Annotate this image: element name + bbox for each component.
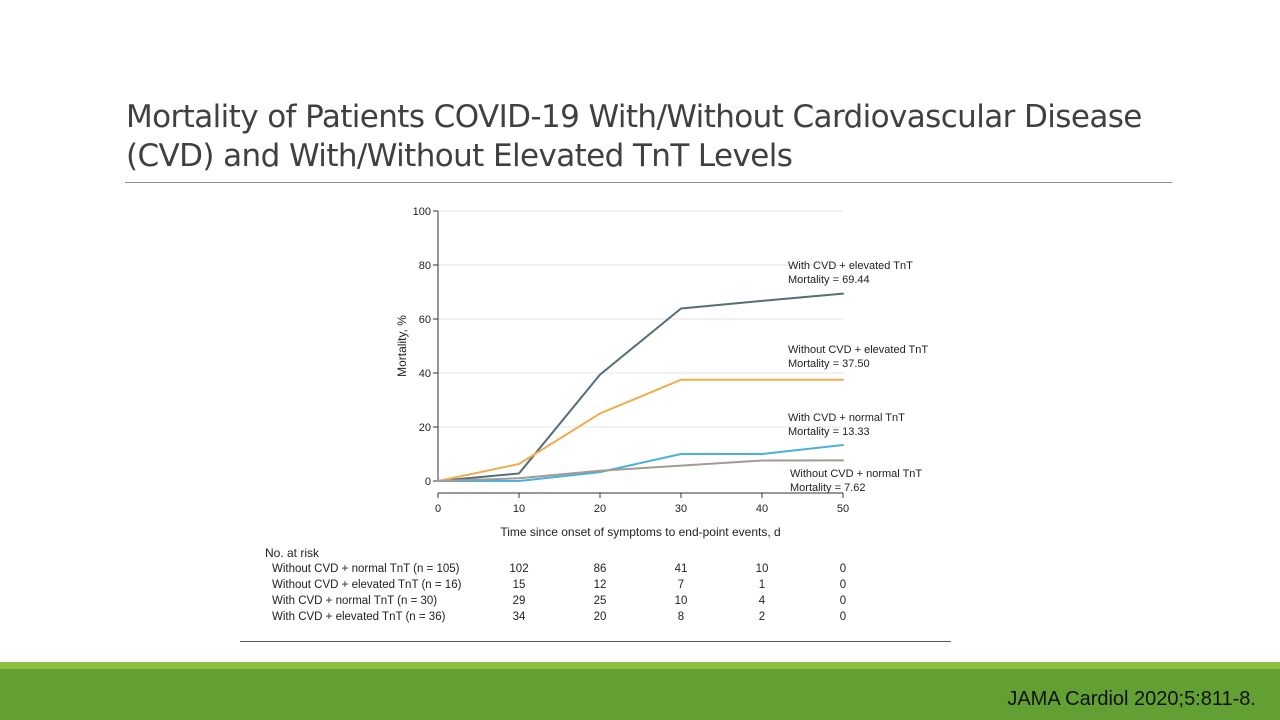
risk-cell: 12 — [593, 579, 607, 591]
y-tick-label: 60 — [419, 314, 431, 326]
risk-cell: 29 — [512, 595, 526, 607]
mortality-chart: 0 20 40 60 80 100 0 10 20 30 40 50 Time since onset … — [395, 206, 928, 539]
risk-cell: 7 — [677, 579, 685, 591]
axes: 0 20 40 60 80 100 0 10 20 30 40 50 Time since onset … — [395, 206, 849, 539]
risk-cell: 25 — [593, 595, 607, 607]
risk-row-label: With CVD + normal TnT (n = 30) — [272, 595, 438, 607]
series-line-3 — [437, 444, 844, 482]
slide-title: Mortality of Patients COVID-19 With/With… — [126, 98, 1176, 176]
footer-accent-stripe — [0, 662, 1280, 669]
series-label-3-mortality: Mortality = 13.33 — [788, 426, 870, 438]
risk-cell: 8 — [677, 611, 685, 623]
risk-cell: 0 — [839, 595, 847, 607]
risk-cell: 4 — [758, 595, 766, 607]
risk-row-label: Without CVD + elevated TnT (n = 16) — [272, 579, 462, 591]
series-label-2-mortality: Mortality = 37.50 — [788, 358, 870, 370]
risk-cell: 1 — [758, 579, 766, 591]
y-axis-label: Mortality, % — [395, 315, 409, 377]
risk-table-row: Without CVD + normal TnT (n = 105) 102 86 4… — [240, 563, 960, 579]
y-tick-label: 0 — [425, 476, 431, 488]
risk-cell: 2 — [758, 611, 766, 623]
x-tick-label: 30 — [675, 503, 687, 515]
risk-cell: 86 — [593, 563, 607, 575]
risk-cell: 10 — [674, 595, 688, 607]
y-tick-label: 100 — [413, 206, 431, 218]
y-tick-label: 40 — [419, 368, 431, 380]
risk-table-row: With CVD + normal TnT (n = 30) 29 25 10 4 0 — [240, 595, 960, 611]
risk-cell: 34 — [512, 611, 526, 623]
series-line-1 — [437, 292, 844, 482]
title-divider — [125, 182, 1172, 183]
y-tick-label: 80 — [419, 260, 431, 272]
series-label-4-mortality: Mortality = 7.62 — [790, 482, 866, 494]
risk-row-label: Without CVD + normal TnT (n = 105) — [272, 563, 460, 575]
series-label-2-name: Without CVD + elevated TnT — [788, 344, 928, 356]
risk-cell: 102 — [509, 563, 529, 575]
risk-table-row: Without CVD + elevated TnT (n = 16) 15 12 7… — [240, 579, 960, 595]
risk-row-label: With CVD + elevated TnT (n = 36) — [272, 611, 446, 623]
series-label-4-name: Without CVD + normal TnT — [790, 468, 922, 480]
risk-cell: 0 — [839, 611, 847, 623]
risk-cell: 41 — [674, 563, 688, 575]
series-label-1-name: With CVD + elevated TnT — [788, 260, 913, 272]
x-tick-label: 50 — [837, 503, 849, 515]
slide-title-line-1: Mortality of Patients COVID-19 With/With… — [126, 99, 1142, 135]
risk-cell: 10 — [755, 563, 769, 575]
figure-divider — [240, 641, 951, 642]
series-labels: With CVD + elevated TnT Mortality = 69.44… — [788, 260, 928, 494]
series-line-2 — [437, 378, 844, 482]
risk-cell: 15 — [512, 579, 526, 591]
gridlines — [438, 210, 843, 428]
series-label-3-name: With CVD + normal TnT — [788, 412, 905, 424]
risk-table-title: No. at risk — [265, 546, 320, 560]
risk-cell: 0 — [839, 563, 847, 575]
series-lines — [437, 292, 844, 482]
x-tick-label: 10 — [513, 503, 525, 515]
risk-cell: 20 — [593, 611, 607, 623]
x-tick-label: 40 — [756, 503, 768, 515]
slide-title-line-2: (CVD) and With/Without Elevated TnT Leve… — [126, 138, 793, 174]
risk-cell: 0 — [839, 579, 847, 591]
series-label-1-mortality: Mortality = 69.44 — [788, 274, 870, 286]
footer-band — [0, 669, 1280, 720]
x-tick-label: 0 — [435, 503, 441, 515]
citation: JAMA Cardiol 2020;5:811-8. — [1007, 688, 1256, 710]
x-tick-label: 20 — [594, 503, 606, 515]
x-axis-label: Time since onset of symptoms to end-poin… — [500, 525, 780, 539]
series-line-4 — [437, 459, 844, 482]
y-tick-label: 20 — [419, 422, 431, 434]
risk-table-row: With CVD + elevated TnT (n = 36) 34 20 8 2 0 — [240, 611, 960, 627]
